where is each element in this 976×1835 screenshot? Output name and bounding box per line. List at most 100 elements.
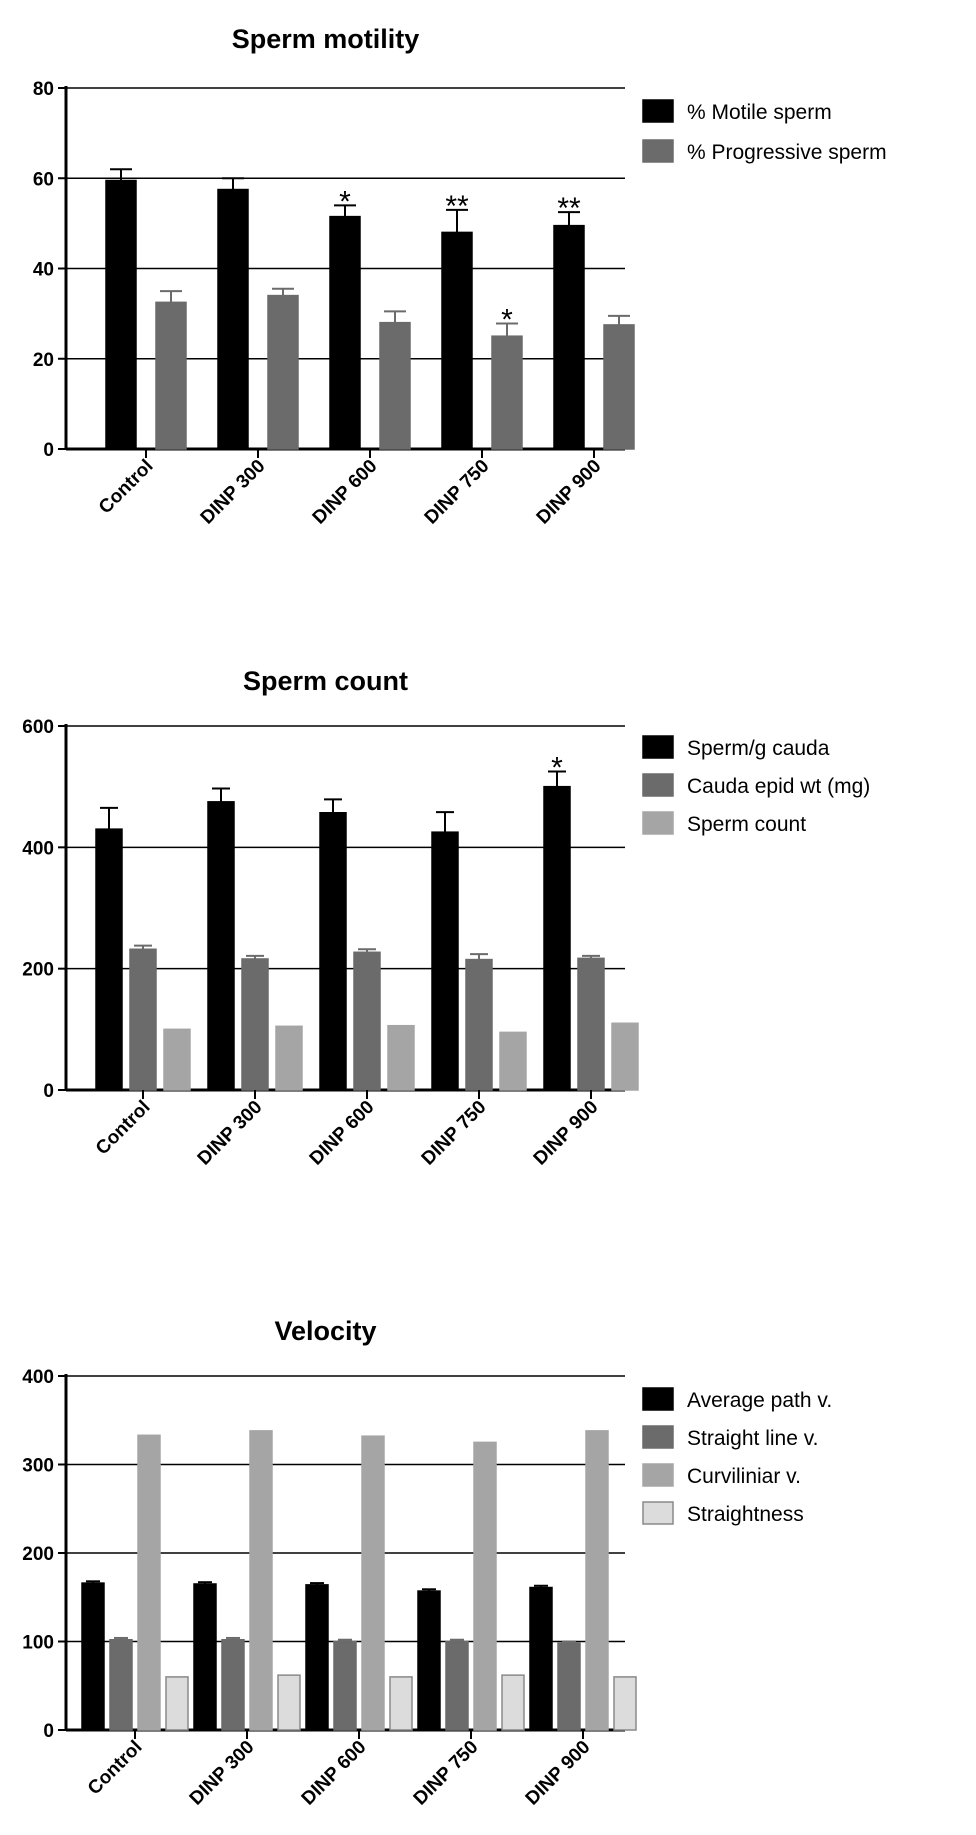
x-tick-label: DINP 900	[522, 1737, 595, 1810]
bar	[249, 1430, 273, 1731]
bar	[465, 958, 493, 1091]
bar	[491, 335, 523, 450]
bar	[329, 215, 361, 450]
x-tick-label: DINP 300	[194, 1097, 267, 1170]
x-tick-label: DINP 300	[186, 1737, 259, 1810]
x-tick-label: DINP 600	[309, 456, 382, 529]
legend-swatch	[642, 735, 674, 759]
y-tick-label: 40	[33, 260, 54, 281]
bar	[529, 1586, 553, 1731]
legend-label: Sperm/g cauda	[687, 737, 830, 760]
legend-label: Cauda epid wt (mg)	[687, 775, 870, 798]
legend-label: Average path v.	[687, 1389, 832, 1412]
bar	[275, 1025, 303, 1091]
x-tick-label: DINP 900	[533, 456, 606, 529]
bar	[163, 1028, 191, 1091]
y-tick-label: 300	[22, 1456, 54, 1477]
bar	[105, 179, 137, 450]
bar	[577, 957, 605, 1091]
legend-label: Straightness	[687, 1503, 804, 1526]
y-tick-label: 0	[43, 1081, 54, 1102]
y-tick-label: 20	[33, 350, 54, 371]
legend-label: Sperm count	[687, 813, 806, 836]
x-tick-label: DINP 300	[197, 456, 270, 529]
bar	[417, 1590, 441, 1731]
bar	[499, 1031, 527, 1091]
bar	[613, 1676, 637, 1731]
bar	[445, 1640, 469, 1731]
x-tick-label: DINP 600	[306, 1097, 379, 1170]
legend-swatch	[642, 99, 674, 123]
x-tick-label: Control	[92, 1097, 155, 1160]
legend-label: Straight line v.	[687, 1427, 819, 1450]
legend-swatch	[642, 1425, 674, 1449]
bar	[389, 1676, 413, 1731]
bar	[267, 294, 299, 450]
significance-mark: **	[445, 190, 469, 223]
bar	[129, 948, 157, 1091]
x-tick-label: DINP 750	[421, 456, 494, 529]
bar	[585, 1430, 609, 1731]
chart-panel-2: Sperm count 0 200 400 600 Control DINP 300 DINP…	[22, 666, 870, 1170]
bar	[353, 951, 381, 1091]
chart-panel-1: Sperm motility 0 20 40 60 80 Control DINP 300 DI…	[33, 24, 887, 529]
legend-swatch	[642, 811, 674, 835]
legend-swatch	[642, 1463, 674, 1487]
y-tick-label: 0	[43, 1721, 54, 1742]
legend-label: Curviliniar v.	[687, 1465, 801, 1488]
bar	[221, 1638, 245, 1731]
bar	[553, 224, 585, 450]
chart-title: Sperm count	[243, 666, 408, 696]
bar	[95, 828, 123, 1091]
y-tick-label: 400	[22, 838, 54, 859]
bar	[431, 831, 459, 1091]
bar	[379, 321, 411, 450]
y-tick-label: 400	[22, 1367, 54, 1388]
chart-panel-3: Velocity 0 100 200 300 400 Control DINP 300 DINP…	[22, 1316, 832, 1810]
bar	[155, 301, 187, 450]
bar	[611, 1022, 639, 1091]
bar	[333, 1640, 357, 1731]
chart-title: Sperm motility	[232, 24, 420, 54]
x-tick-label: DINP 600	[298, 1737, 371, 1810]
bar	[387, 1024, 415, 1091]
bar	[557, 1642, 581, 1731]
x-tick-label: Control	[84, 1737, 147, 1800]
bar	[501, 1674, 525, 1731]
x-tick-label: DINP 750	[418, 1097, 491, 1170]
x-tick-label: DINP 900	[530, 1097, 603, 1170]
bar	[137, 1434, 161, 1731]
bar	[305, 1584, 329, 1731]
bar	[543, 785, 571, 1091]
bar	[603, 324, 635, 450]
y-tick-label: 60	[33, 169, 54, 190]
bar	[207, 801, 235, 1091]
y-tick-label: 80	[33, 79, 54, 100]
y-tick-label: 100	[22, 1633, 54, 1654]
legend-swatch	[642, 1387, 674, 1411]
bar	[277, 1674, 301, 1731]
x-tick-label: Control	[95, 456, 158, 519]
significance-mark: *	[339, 185, 351, 218]
significance-mark: *	[501, 304, 513, 337]
bar	[319, 812, 347, 1091]
bar	[81, 1582, 105, 1731]
bar	[361, 1435, 385, 1731]
chart-title: Velocity	[274, 1316, 376, 1346]
significance-mark: **	[557, 192, 581, 225]
legend-label: % Progressive sperm	[687, 141, 887, 164]
y-tick-label: 0	[43, 440, 54, 461]
bar	[473, 1441, 497, 1731]
legend-swatch	[642, 139, 674, 163]
legend-label: % Motile sperm	[687, 101, 832, 124]
bar	[193, 1583, 217, 1731]
bar	[109, 1638, 133, 1731]
bar	[217, 188, 249, 450]
legend-swatch	[642, 1501, 674, 1525]
bar	[441, 231, 473, 450]
bar	[241, 958, 269, 1091]
y-tick-label: 200	[22, 1544, 54, 1565]
y-tick-label: 200	[22, 960, 54, 981]
x-tick-label: DINP 750	[410, 1737, 483, 1810]
